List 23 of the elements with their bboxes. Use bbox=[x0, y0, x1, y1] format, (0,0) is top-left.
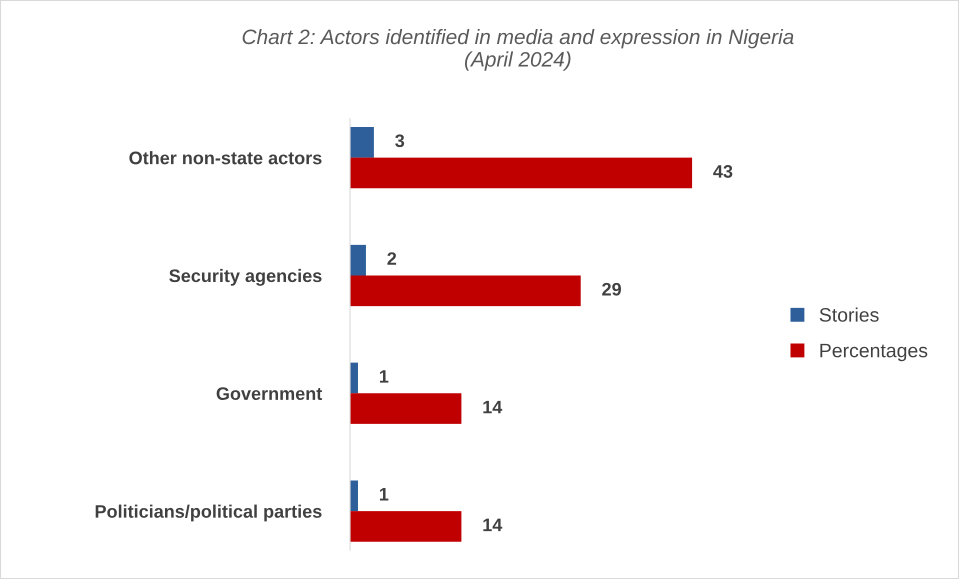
data-label: 14 bbox=[483, 518, 502, 532]
data-label: 1 bbox=[380, 370, 388, 383]
bar bbox=[350, 480, 358, 512]
bar bbox=[350, 126, 374, 158]
bar bbox=[350, 511, 462, 542]
bar bbox=[350, 158, 692, 188]
data-label: 1 bbox=[380, 488, 388, 500]
bar bbox=[350, 244, 366, 276]
y-tick-label: Security agencies bbox=[169, 268, 322, 286]
y-tick-label: Government bbox=[216, 387, 322, 400]
bar bbox=[350, 362, 358, 394]
legend-label: Stories bbox=[820, 307, 879, 322]
y-tick-label: Politicians/political parties bbox=[96, 504, 322, 522]
data-label: 43 bbox=[713, 165, 732, 178]
chart-title: Chart 2: Actors identified in media and expression in Nigeria (April 2024) bbox=[242, 28, 794, 71]
data-label: 29 bbox=[602, 282, 621, 296]
data-label: 14 bbox=[483, 400, 502, 414]
y-tick-label: Other non-state actors bbox=[129, 151, 322, 164]
legend-label: Percentages bbox=[820, 344, 928, 362]
bar bbox=[350, 393, 462, 424]
data-label: 3 bbox=[395, 134, 404, 148]
bar bbox=[350, 275, 581, 306]
data-label: 2 bbox=[387, 252, 396, 265]
